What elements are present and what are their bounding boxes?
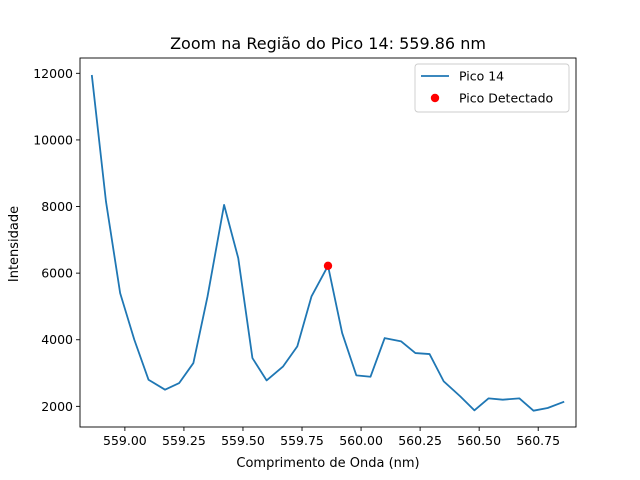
y-tick-label: 8000 [41,199,73,214]
axes: 559.00 559.25 559.50 559.75 560.00 560.25 560.… [33,57,577,448]
y-tick-label: 12000 [33,66,73,81]
legend-label: Pico 14 [459,69,504,84]
x-axis-label: Comprimento de Onda (nm) [236,456,419,471]
y-tick-label: 6000 [41,266,73,281]
y-tick-label: 10000 [33,132,73,147]
x-tick-label: 559.25 [162,433,206,448]
y-tick-label: 2000 [41,399,73,414]
x-tick-label: 560.50 [457,433,501,448]
plot-area [90,74,565,412]
axes-frame [79,57,577,428]
legend-marker-swatch [430,93,440,103]
x-tick-label: 560.25 [398,433,442,448]
y-axis-label: Intensidade [7,206,22,282]
x-tick-label: 560.00 [339,433,383,448]
x-tick-label: 559.75 [280,433,324,448]
chart-title: Zoom na Região do Pico 14: 559.86 nm [170,34,486,53]
x-tick-label: 560.75 [516,433,560,448]
legend-label: Pico Detectado [459,91,553,106]
x-tick-label: 559.50 [221,433,265,448]
legend-box [414,63,570,113]
x-tick-label: 559.00 [103,433,147,448]
peak-marker-0 [323,261,333,271]
legend: Pico 14 Pico Detectado [414,63,570,113]
y-tick-label: 4000 [41,332,73,347]
